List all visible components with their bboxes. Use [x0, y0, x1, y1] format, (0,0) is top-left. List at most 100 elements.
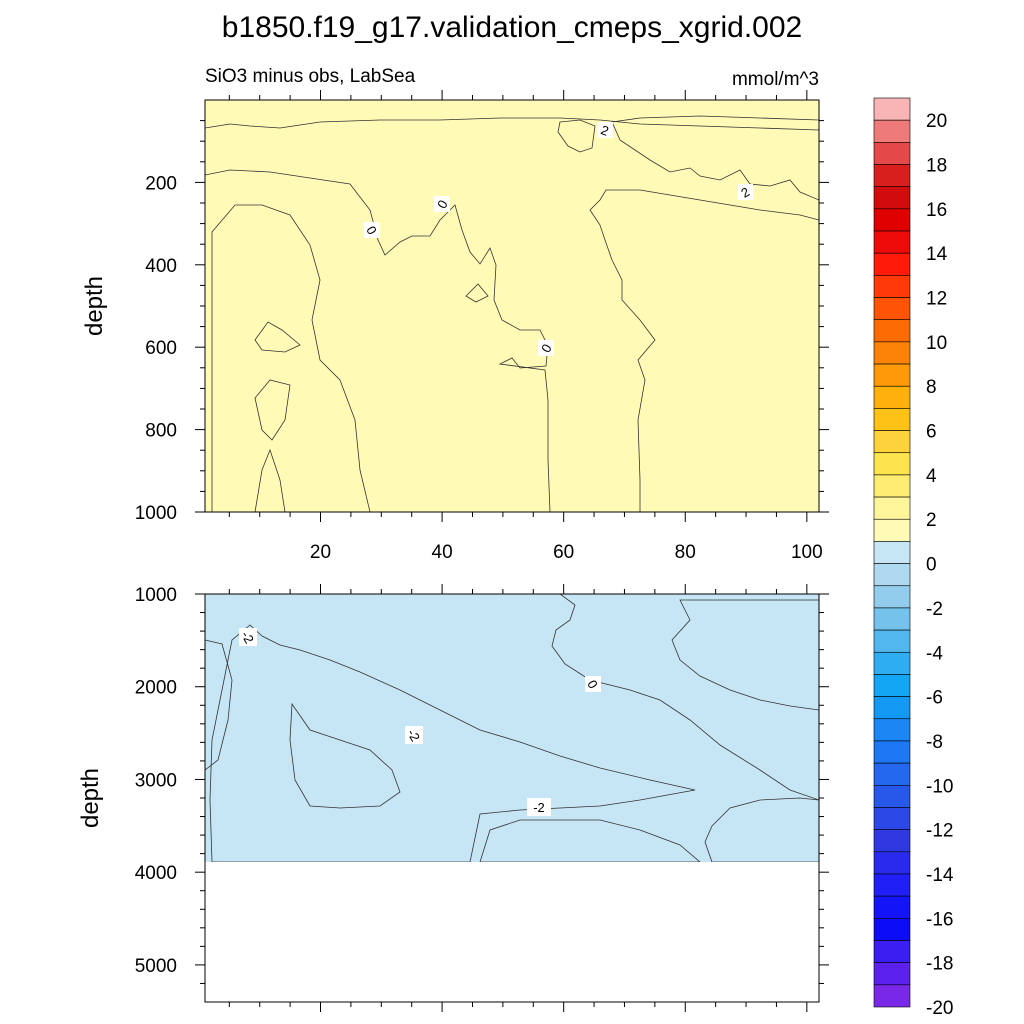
colorbar-label: 20: [926, 111, 947, 132]
colorbar-swatch: [873, 474, 911, 498]
colorbar-swatch: [873, 142, 911, 165]
colorbar-label: -2: [926, 599, 943, 620]
colorbar-label: -4: [926, 643, 943, 664]
colorbar-swatch: [873, 873, 911, 897]
contour-label-4: 0: [434, 196, 451, 212]
colorbar-swatch: [873, 252, 911, 276]
colorbar-label: -8: [926, 732, 943, 753]
colorbar-swatch: [873, 452, 911, 476]
colorbar-label: -20: [926, 998, 953, 1019]
colorbar-swatch: [873, 607, 911, 631]
colorbar-label: 10: [926, 333, 947, 354]
units-label: mmol/m^3: [732, 69, 819, 90]
region-neg-4-6-lower: [289, 702, 401, 809]
x-tick-label: 60: [553, 542, 574, 563]
colorbar-swatch: [873, 784, 911, 808]
colorbar-swatch: [873, 164, 911, 187]
colorbar-swatch: [873, 696, 911, 720]
colorbar-swatch: [873, 740, 911, 764]
colorbar-swatch: [873, 984, 911, 1008]
colorbar-swatch: [873, 541, 911, 564]
colorbar-swatch: [873, 651, 911, 675]
colorbar: 20181614121086420-2-4-6-8-10-12-14-16-18…: [873, 97, 954, 1019]
region-pos-4-6-small: [557, 119, 596, 153]
colorbar-swatch: [873, 496, 911, 520]
colorbar-swatch: [873, 962, 911, 986]
colorbar-label: 2: [926, 510, 937, 531]
colorbar-swatch: [873, 563, 911, 587]
colorbar-swatch: [873, 918, 911, 941]
contour-label-6: -2: [238, 628, 257, 646]
upper-panel: 2 2 0 0 0 depth 20 40 60 80 100 200 400 600 800 1…: [81, 90, 829, 563]
contour-label-1: 2: [597, 122, 613, 139]
colorbar-swatch: [873, 718, 911, 742]
contour-label-8: -2: [404, 726, 423, 744]
lower-panel: -2 0 -2 -2 depth 1000 2000 3000 4000 5000: [77, 584, 829, 1012]
colorbar-swatch: [873, 895, 911, 919]
colorbar-label: 18: [926, 156, 947, 177]
colorbar-swatch: [873, 186, 911, 210]
region-pos-2-4-top: [205, 100, 819, 131]
colorbar-swatch: [873, 807, 911, 830]
lower-y-tick-label: 5000: [135, 956, 177, 977]
colorbar-swatch: [873, 430, 911, 454]
colorbar-swatch: [873, 518, 911, 542]
colorbar-swatch: [873, 275, 911, 298]
colorbar-label: 14: [926, 244, 948, 265]
colorbar-label: -6: [926, 688, 943, 709]
colorbar-label: -10: [926, 776, 953, 797]
lower-y-tick-label: 1000: [135, 585, 177, 606]
colorbar-swatch: [873, 408, 911, 431]
colorbar-swatch: [873, 119, 911, 143]
x-tick-label: 20: [310, 542, 331, 563]
region-neg-2-4-lower: [209, 624, 696, 862]
upper-y-tick-label: 200: [145, 173, 177, 194]
colorbar-label: 6: [926, 422, 937, 443]
colorbar-swatch: [873, 208, 911, 232]
region-pos-0-2-lowright: [704, 797, 819, 862]
colorbar-swatch: [873, 674, 911, 697]
region-pos-0-2-right: [551, 594, 819, 801]
colorbar-swatch: [873, 319, 911, 343]
region-neg-0-2: [205, 169, 551, 512]
colorbar-swatch: [873, 585, 911, 609]
colorbar-label: -12: [926, 821, 953, 842]
colorbar-swatch: [873, 851, 911, 875]
region-neg-4-6-b: [254, 448, 286, 512]
region-pos-2-4-right: [671, 599, 819, 711]
lower-y-tick-label: 2000: [135, 678, 177, 699]
colorbar-swatch: [873, 341, 911, 365]
region-neg-4-6-c: [254, 321, 301, 353]
x-tick-label: 80: [675, 542, 696, 563]
colorbar-swatch: [873, 363, 911, 387]
chart-title: b1850.f19_g17.validation_cmeps_xgrid.002: [222, 11, 802, 44]
region-pos-2-4: [589, 189, 819, 512]
region-neg-2-4-bottom: [479, 819, 701, 862]
upper-y-tick-label: 400: [145, 256, 177, 277]
colorbar-swatch: [873, 230, 911, 254]
region-neg-4-6: [254, 379, 291, 441]
svg-text:2: 2: [599, 122, 611, 139]
colorbar-swatch: [873, 97, 911, 121]
contour-label-5: 0: [538, 340, 555, 356]
colorbar-label: 4: [926, 466, 937, 487]
contour-label-9: -2: [527, 798, 551, 816]
x-tick-label: 40: [432, 542, 453, 563]
colorbar-swatch: [873, 297, 911, 321]
colorbar-swatch: [873, 940, 911, 963]
upper-ylabel: depth: [81, 276, 108, 336]
x-tick-label: 100: [791, 542, 823, 563]
svg-text:-2: -2: [533, 800, 545, 815]
island-pos-small: [465, 283, 489, 303]
region-pos-0-2: [205, 100, 819, 512]
lower-y-tick-label: 3000: [135, 770, 177, 791]
contour-label-2: 2: [737, 184, 753, 201]
colorbar-label: 0: [926, 555, 937, 576]
colorbar-label: -16: [926, 909, 953, 930]
colorbar-swatch: [873, 629, 911, 653]
upper-y-tick-label: 1000: [135, 503, 177, 524]
colorbar-label: -14: [926, 865, 954, 886]
region-neg-2-4: [211, 204, 371, 512]
colorbar-swatch: [873, 829, 911, 853]
